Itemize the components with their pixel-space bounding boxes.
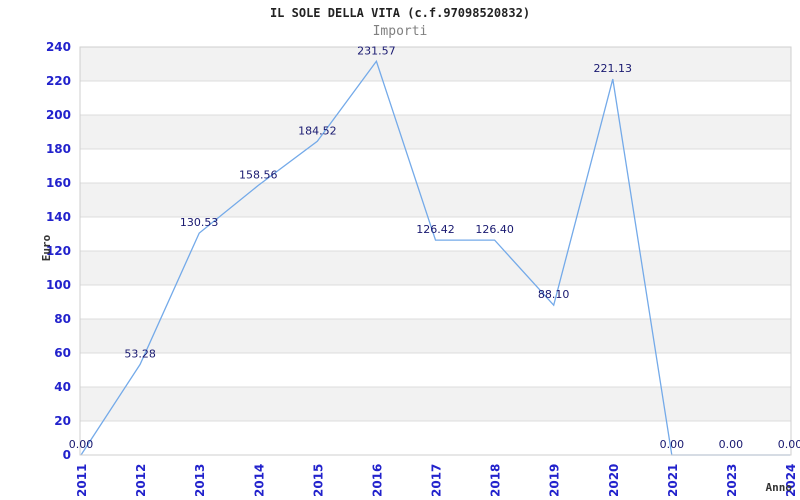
y-tick-label: 200 xyxy=(46,108,71,122)
plot-band xyxy=(80,421,791,455)
y-tick-label: 20 xyxy=(54,414,71,428)
data-label: 53.28 xyxy=(124,347,156,360)
x-tick-label: 2013 xyxy=(193,464,207,497)
x-tick-label: 2019 xyxy=(548,464,562,497)
x-tick-label: 2014 xyxy=(252,464,266,497)
plot-border xyxy=(79,46,792,456)
data-label: 221.13 xyxy=(594,62,633,75)
y-tick-label: 80 xyxy=(54,312,71,326)
plot-band xyxy=(80,251,791,285)
data-label: 126.42 xyxy=(416,223,455,236)
x-tick-label: 2023 xyxy=(725,464,739,497)
plot-band xyxy=(80,319,791,353)
y-tick-label: 220 xyxy=(46,74,71,88)
data-label: 130.53 xyxy=(180,216,219,229)
x-tick-label: 2012 xyxy=(134,464,148,497)
plot-band xyxy=(80,81,791,115)
y-axis-title: Euro xyxy=(40,234,53,262)
data-label: 231.57 xyxy=(357,44,396,57)
plot-band xyxy=(80,353,791,387)
x-tick-label: 2021 xyxy=(666,464,680,497)
x-tick-label: 2016 xyxy=(370,464,384,497)
x-tick-label: 2015 xyxy=(311,464,325,497)
plot-band xyxy=(80,183,791,217)
y-tick-label: 180 xyxy=(46,142,71,156)
chart-subtitle: Importi xyxy=(372,24,428,39)
x-tick-label: 2017 xyxy=(430,464,444,497)
y-tick-label: 0 xyxy=(63,448,71,462)
y-tick-label: 60 xyxy=(54,346,71,360)
y-tick-label: 140 xyxy=(46,210,71,224)
y-tick-label: 100 xyxy=(46,278,71,292)
chart-title: IL SOLE DELLA VITA (c.f.97098520832) xyxy=(269,6,531,20)
plot-band xyxy=(80,387,791,421)
y-tick-label: 120 xyxy=(46,244,71,258)
plot-band xyxy=(80,47,791,81)
data-label: 88.10 xyxy=(538,288,570,301)
x-axis-title: Anno xyxy=(765,481,793,494)
y-tick-label: 160 xyxy=(46,176,71,190)
plot-band xyxy=(80,285,791,319)
data-label: 0.00 xyxy=(778,438,800,451)
data-label: 126.40 xyxy=(475,223,514,236)
y-tick-label: 40 xyxy=(54,380,71,394)
plot-band xyxy=(80,115,791,149)
x-tick-label: 2020 xyxy=(607,464,621,497)
x-tick-label: 2018 xyxy=(489,464,503,497)
data-label: 0.00 xyxy=(69,438,94,451)
data-label: 184.52 xyxy=(298,124,337,137)
plot-band xyxy=(80,149,791,183)
data-label: 0.00 xyxy=(719,438,744,451)
data-label: 158.56 xyxy=(239,168,278,181)
x-tick-label: 2011 xyxy=(75,464,89,497)
y-tick-label: 240 xyxy=(46,40,71,54)
x-tick-label: 2024 xyxy=(784,464,798,497)
data-label: 0.00 xyxy=(660,438,685,451)
